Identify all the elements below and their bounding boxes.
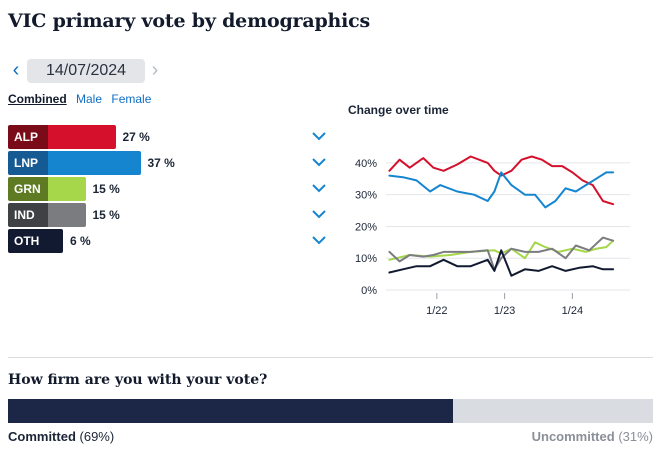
party-bar-grn [48, 177, 86, 201]
party-row-oth: OTH 6 % [8, 229, 338, 253]
chevron-right-icon[interactable]: › [151, 59, 159, 81]
committed-pct: (69%) [79, 429, 115, 444]
uncommitted-label: Uncommitted [531, 429, 615, 444]
tab-female[interactable]: Female [111, 92, 152, 106]
series-line-lnp [388, 171, 615, 209]
party-label-oth: OTH [8, 229, 48, 253]
divider [8, 357, 653, 358]
party-row-lnp: LNP 37 % [8, 151, 338, 175]
y-tick-label: 30% [355, 190, 377, 202]
y-tick-label: 10% [355, 253, 377, 265]
chevron-down-icon[interactable] [310, 127, 328, 145]
x-tick-label: 1/24 [562, 305, 583, 317]
tab-male[interactable]: Male [76, 92, 103, 106]
uncommitted-pct: (31%) [618, 429, 653, 444]
committed-caption: Committed (69%) [8, 429, 114, 444]
uncommitted-caption: Uncommitted (31%) [532, 429, 653, 444]
chevron-down-icon[interactable] [310, 205, 328, 223]
chevron-down-icon[interactable] [310, 179, 328, 197]
party-bar-lnp [48, 151, 141, 175]
page-title: VIC primary vote by demographics [8, 10, 371, 32]
party-bar-alp [48, 125, 116, 149]
party-pct-grn: 15 % [92, 182, 120, 196]
party-row-alp: ALP 27 % [8, 125, 338, 149]
line-chart: 0% 10% 20% 30% 40% 1/22 1/23 1/24 [355, 155, 630, 317]
x-tick-label: 1/23 [494, 305, 515, 317]
party-row-ind: IND 15 % [8, 203, 338, 227]
chevron-down-icon[interactable] [310, 231, 328, 249]
date-display: 14/07/2024 [27, 59, 145, 83]
party-label-grn: GRN [8, 177, 48, 201]
party-label-alp: ALP [8, 125, 48, 149]
party-pct-ind: 15 % [92, 208, 120, 222]
committed-label: Committed [8, 429, 76, 444]
tab-combined[interactable]: Combined [8, 92, 67, 106]
firmness-bar [8, 399, 653, 423]
series-line-alp [388, 155, 615, 206]
x-tick-label: 1/22 [426, 305, 447, 317]
party-row-grn: GRN 15 % [8, 177, 338, 201]
party-label-lnp: LNP [8, 151, 48, 175]
y-tick-label: 0% [361, 285, 377, 297]
committed-fill [8, 399, 454, 423]
chevron-left-icon[interactable]: ‹ [12, 59, 20, 81]
party-label-ind: IND [8, 203, 48, 227]
party-bar-ind [48, 203, 86, 227]
series-line-oth [388, 249, 615, 277]
chevron-down-icon[interactable] [310, 153, 328, 171]
y-tick-label: 20% [355, 221, 377, 233]
chart-title: Change over time [348, 103, 449, 117]
demographic-tabs: Combined Male Female [8, 92, 157, 106]
y-tick-label: 40% [355, 158, 377, 170]
party-pct-alp: 27 % [122, 130, 150, 144]
party-pct-oth: 6 % [70, 234, 91, 248]
party-pct-lnp: 37 % [147, 156, 175, 170]
firmness-question: How firm are you with your vote? [8, 372, 268, 388]
party-bar-oth [48, 229, 63, 253]
